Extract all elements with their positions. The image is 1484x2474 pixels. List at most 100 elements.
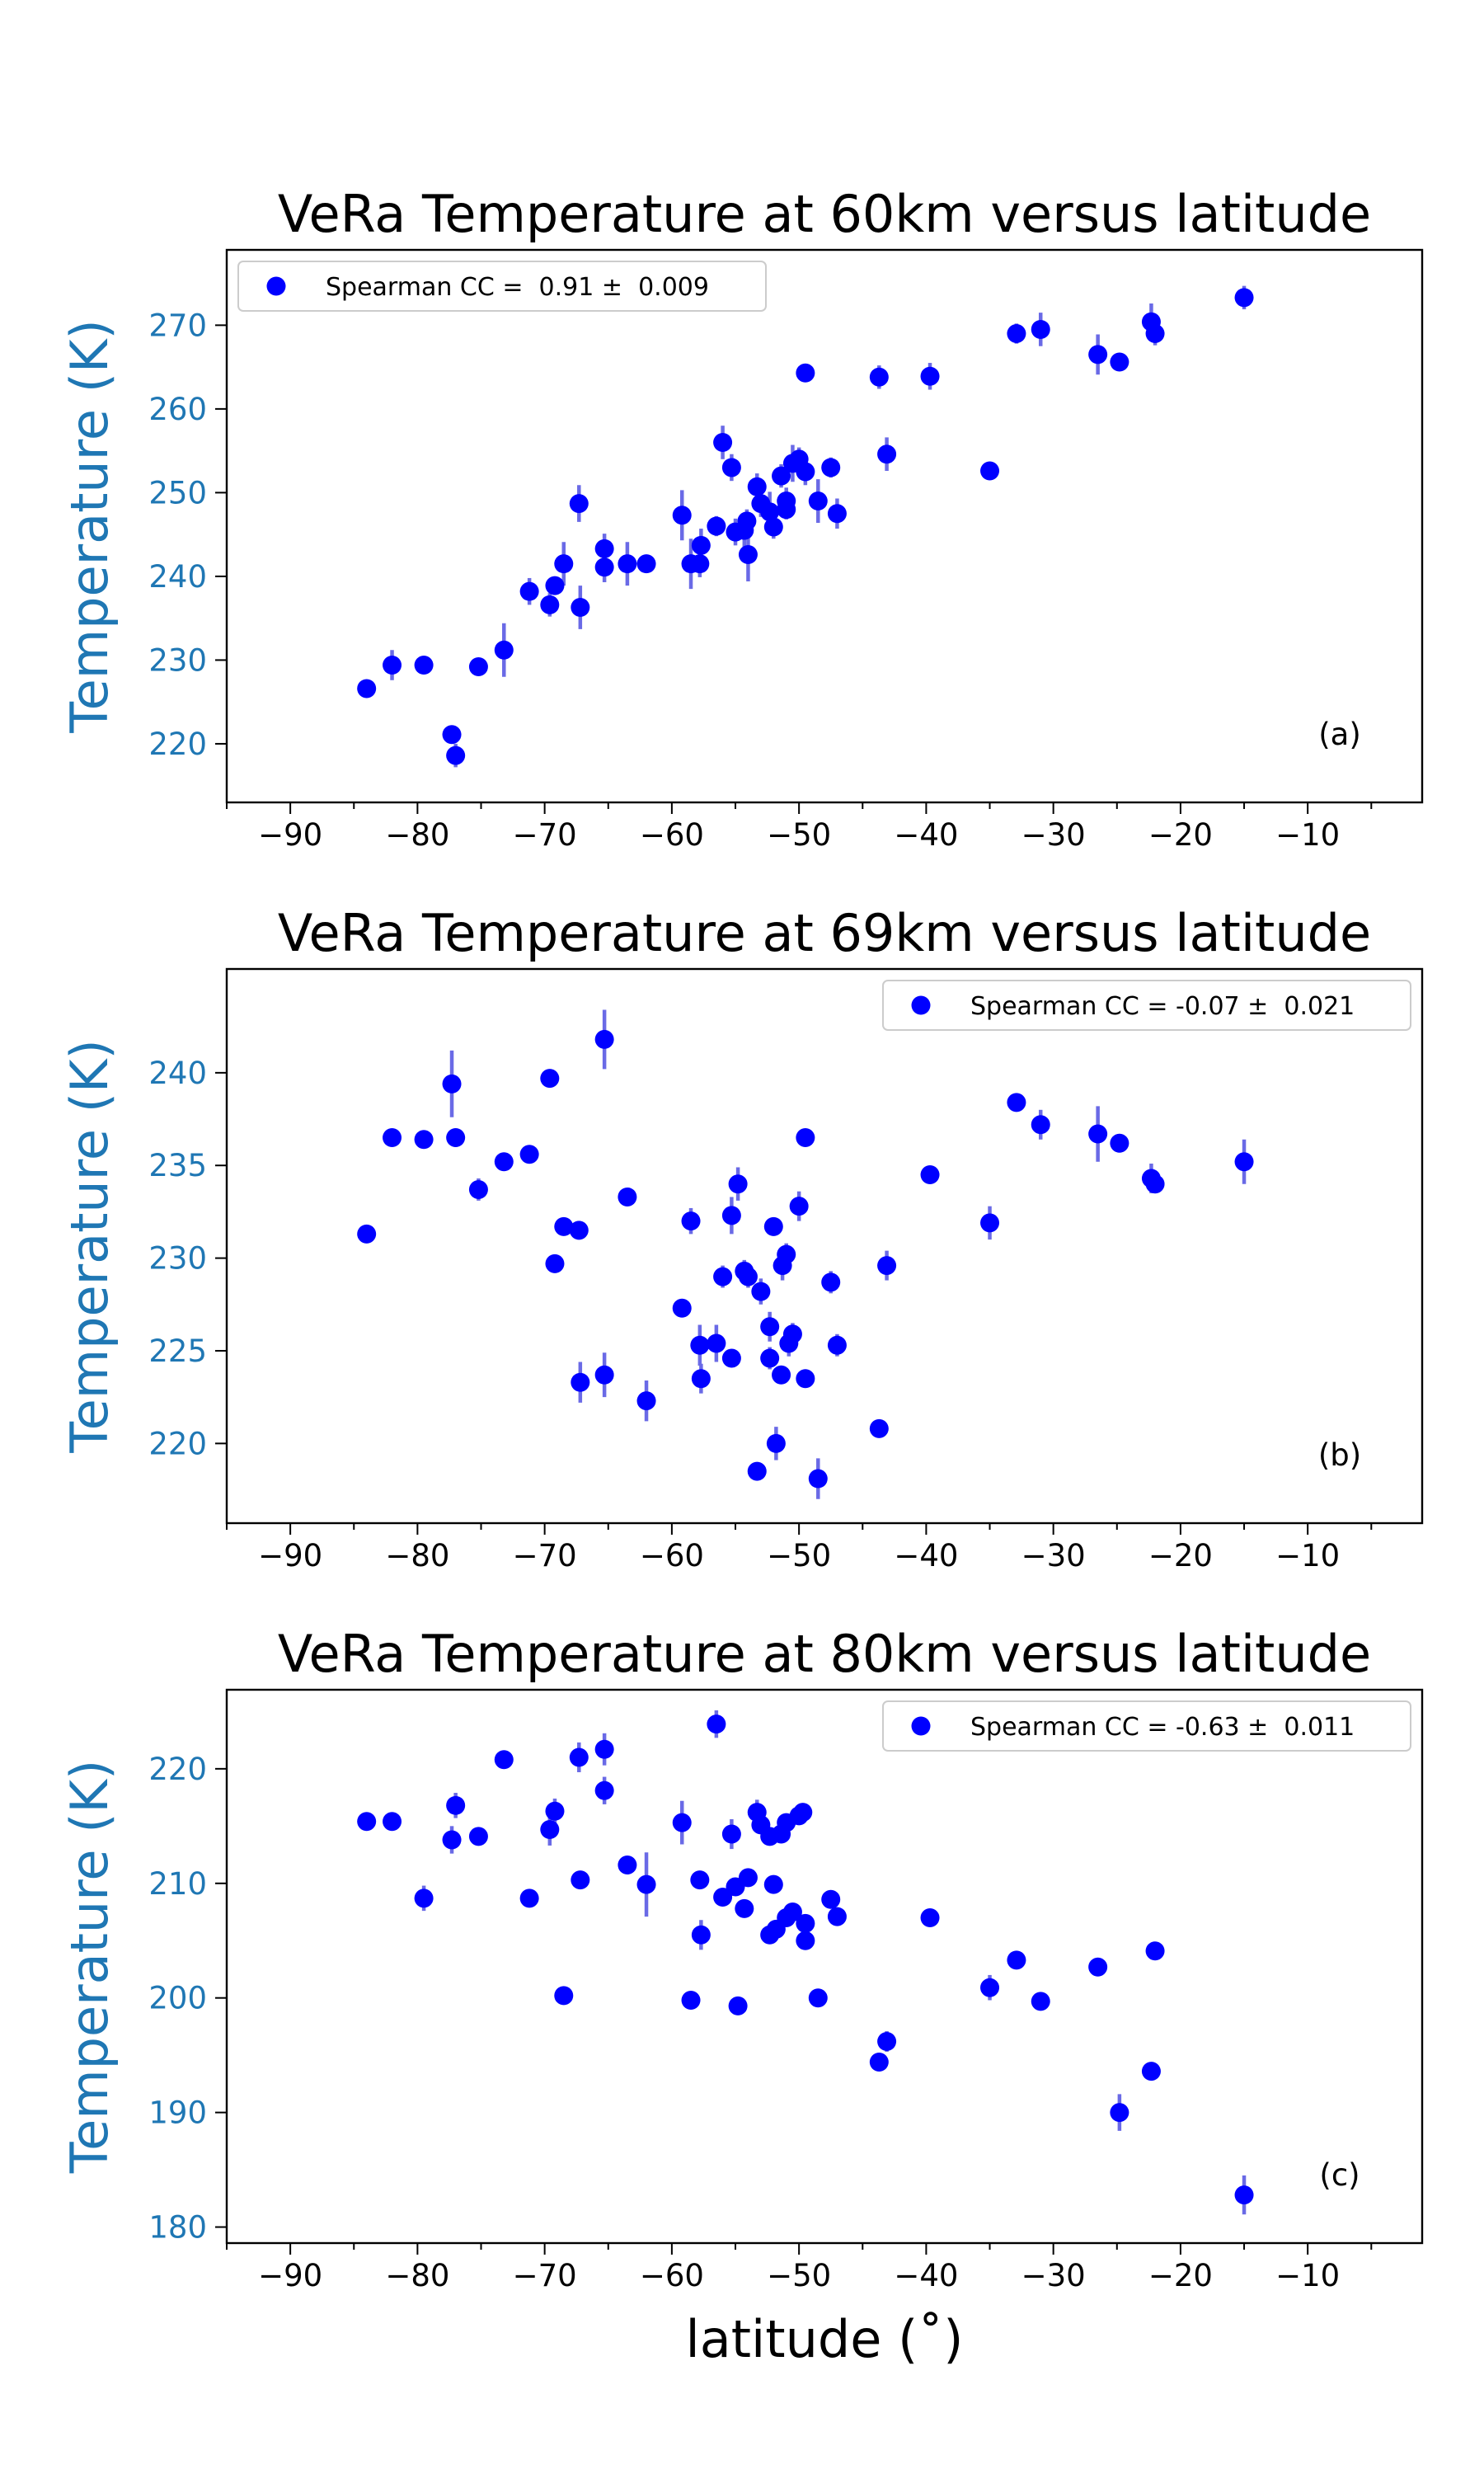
data-point	[681, 1211, 701, 1231]
y-tick-label: 260	[148, 392, 207, 427]
data-point	[808, 492, 828, 511]
data-point	[821, 1272, 841, 1292]
data-point	[877, 2031, 897, 2051]
data-point	[721, 458, 741, 477]
chart-panel-2: VeRa Temperature at 69km versus latitude…	[59, 903, 1424, 1573]
data-point	[691, 535, 711, 555]
data-point	[777, 500, 796, 520]
data-point	[721, 1348, 741, 1368]
x-tick-label: −30	[1021, 817, 1086, 853]
y-tick-label: 230	[148, 642, 207, 678]
data-point	[618, 554, 637, 574]
data-point	[691, 1925, 711, 1945]
data-point	[446, 1795, 466, 1815]
y-tick-label: 240	[148, 559, 207, 595]
data-point	[357, 679, 377, 698]
data-point	[760, 1317, 780, 1337]
data-point	[796, 1128, 815, 1148]
x-tick-label: −10	[1275, 2258, 1340, 2293]
data-point	[414, 1888, 434, 1908]
y-tick-label: 200	[148, 1981, 207, 2016]
data-point	[721, 1824, 741, 1844]
data-point	[827, 504, 847, 524]
x-tick-label: −60	[640, 817, 704, 853]
legend: Spearman CC = -0.63 ± 0.011	[882, 1700, 1411, 1752]
data-point	[1145, 1174, 1165, 1194]
data-point	[738, 1267, 758, 1286]
legend-box	[882, 1700, 1411, 1752]
data-point	[442, 1830, 462, 1850]
data-point	[569, 494, 589, 514]
panel-label: (c)	[1319, 2157, 1360, 2193]
x-tick-label: −90	[258, 2258, 322, 2293]
data-point	[747, 1461, 767, 1481]
data-point	[1088, 1124, 1108, 1144]
data-point	[869, 1418, 889, 1438]
y-tick-label: 250	[148, 475, 207, 510]
data-point	[594, 1029, 614, 1049]
data-point	[777, 1244, 796, 1264]
y-tick-label: 240	[148, 1056, 207, 1091]
data-point	[707, 516, 726, 536]
data-point	[1110, 1133, 1129, 1153]
data-point	[789, 1197, 809, 1216]
data-point	[569, 1747, 589, 1767]
data-point	[636, 1874, 656, 1894]
y-axis-title: Temperature (K)	[59, 1039, 120, 1453]
data-point	[519, 1145, 539, 1164]
x-tick-label: −50	[767, 2258, 831, 2293]
data-point	[763, 517, 783, 537]
data-point	[554, 1216, 574, 1236]
panel-label: (a)	[1318, 717, 1361, 752]
data-point	[827, 1335, 847, 1355]
x-tick-label: −60	[640, 2258, 704, 2293]
chart-panel-3: VeRa Temperature at 80km versus latitude…	[59, 1624, 1424, 2293]
x-tick-label: −80	[385, 817, 449, 853]
x-tick-label: −50	[767, 1538, 831, 1573]
data-point	[1110, 2103, 1129, 2123]
data-point	[672, 1298, 692, 1318]
data-point	[594, 1739, 614, 1759]
data-point	[707, 1714, 726, 1734]
legend-marker	[911, 995, 931, 1015]
y-tick-label: 225	[148, 1333, 207, 1369]
data-point	[594, 1780, 614, 1800]
x-tick-label: −10	[1275, 817, 1340, 853]
data-point	[728, 1174, 748, 1194]
data-point	[594, 539, 614, 558]
data-point	[920, 1907, 940, 1927]
chart-title: VeRa Temperature at 69km versus latitude	[278, 903, 1371, 963]
data-point	[747, 477, 767, 496]
x-tick-label: −70	[513, 817, 577, 853]
data-point	[468, 1179, 488, 1199]
data-point	[383, 1128, 402, 1148]
data-point	[766, 1433, 786, 1453]
data-point	[569, 1221, 589, 1240]
data-point	[540, 595, 560, 614]
y-axis-title: Temperature (K)	[59, 1760, 120, 2174]
data-point	[737, 511, 757, 531]
y-tick-label: 220	[148, 1426, 207, 1461]
y-tick-label: 220	[148, 1752, 207, 1787]
y-tick-label: 235	[148, 1148, 207, 1183]
data-point	[690, 554, 710, 574]
data-point	[1088, 345, 1108, 365]
data-point	[618, 1187, 637, 1206]
data-point	[383, 656, 402, 675]
data-point	[446, 1128, 466, 1148]
x-tick-label: −30	[1021, 2258, 1086, 2293]
data-point	[442, 725, 462, 745]
data-point	[594, 1365, 614, 1385]
data-point	[760, 502, 780, 522]
data-point	[681, 1990, 701, 2010]
data-point	[920, 1164, 940, 1184]
x-tick-label: −80	[385, 1538, 449, 1573]
legend: Spearman CC = -0.07 ± 0.021	[882, 980, 1411, 1031]
data-point	[713, 1887, 733, 1907]
data-point	[1007, 324, 1026, 344]
x-tick-label: −20	[1148, 817, 1213, 853]
legend-marker	[266, 276, 286, 296]
data-point	[691, 1369, 711, 1389]
data-point	[869, 2053, 889, 2072]
data-point	[796, 462, 815, 482]
